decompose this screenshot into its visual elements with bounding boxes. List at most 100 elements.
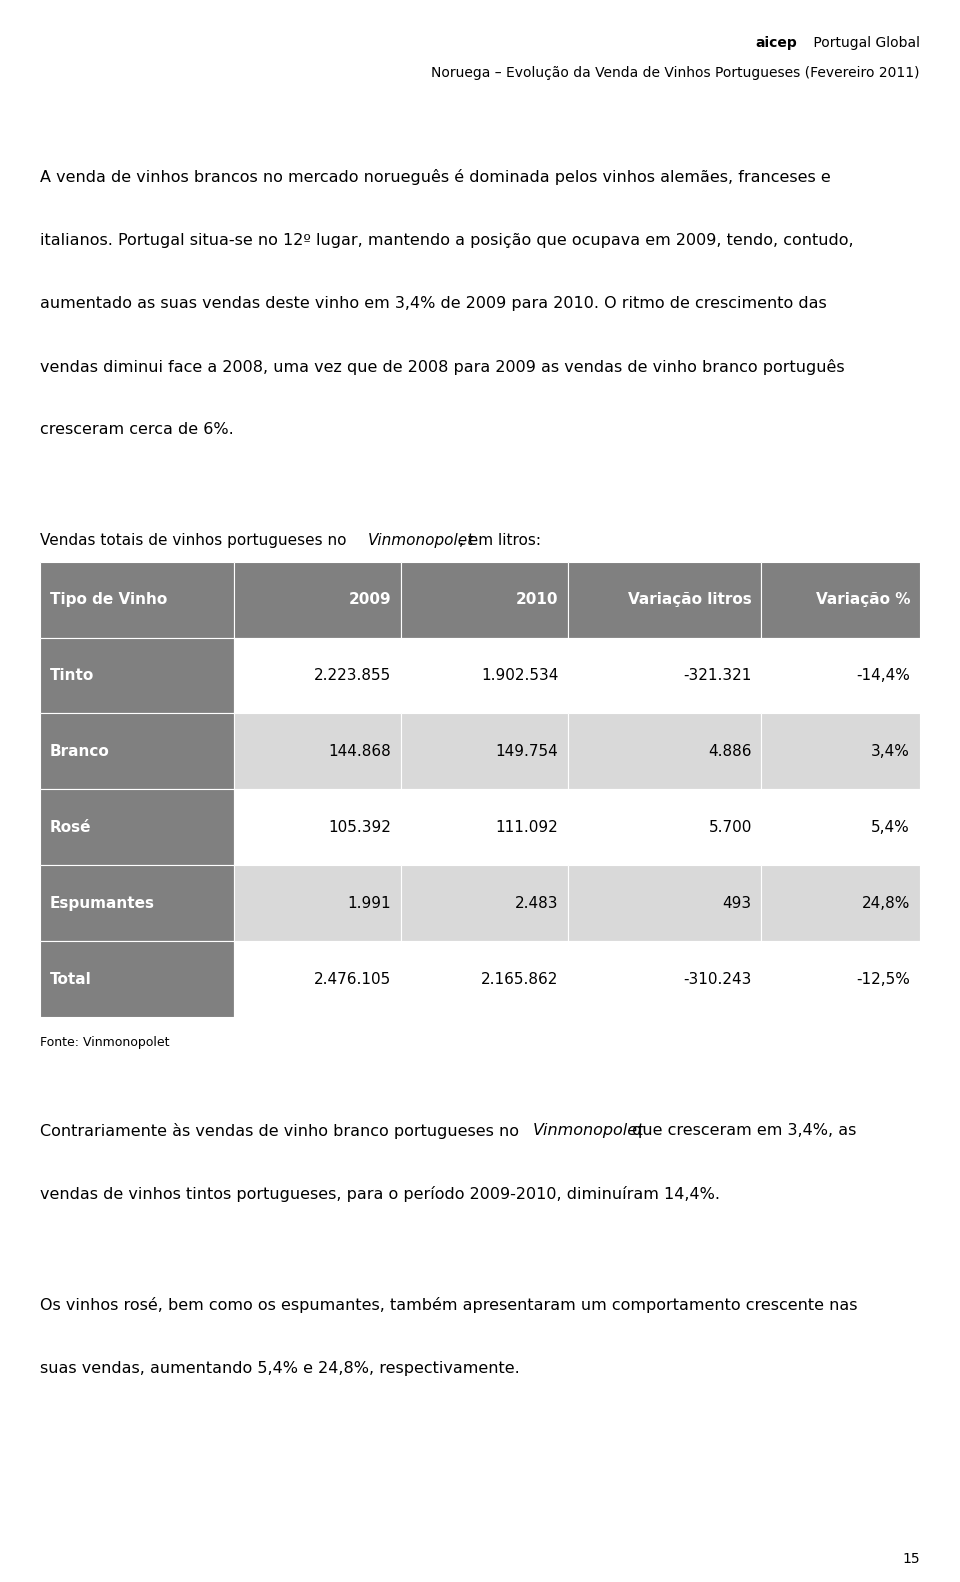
Bar (401, 713, 568, 789)
Bar (401, 713, 568, 789)
Text: Total: Total (50, 971, 91, 987)
Text: 2010: 2010 (516, 592, 559, 607)
Bar (761, 562, 920, 638)
Text: 24,8%: 24,8% (862, 895, 910, 911)
Bar (568, 865, 761, 941)
Bar (401, 562, 568, 638)
Text: Tinto: Tinto (50, 668, 94, 683)
Bar (40, 713, 234, 789)
Text: Contrariamente às vendas de vinho branco portugueses no: Contrariamente às vendas de vinho branco… (40, 1123, 524, 1139)
Bar (761, 865, 920, 941)
Bar (761, 941, 920, 1017)
Text: Variação %: Variação % (816, 592, 910, 607)
Bar (40, 562, 234, 638)
Bar (234, 789, 401, 865)
Bar (234, 941, 401, 1017)
Bar (401, 638, 568, 713)
Text: Tipo de Vinho: Tipo de Vinho (50, 592, 167, 607)
Bar (401, 941, 568, 1017)
Bar (761, 562, 920, 638)
Bar (568, 941, 761, 1017)
Text: Noruega – Evolução da Venda de Vinhos Portugueses (Fevereiro 2011): Noruega – Evolução da Venda de Vinhos Po… (431, 66, 920, 81)
Bar (568, 562, 761, 638)
Bar (568, 562, 761, 638)
Text: 2.476.105: 2.476.105 (314, 971, 392, 987)
Bar (761, 865, 920, 941)
Text: Branco: Branco (50, 744, 109, 759)
Text: -12,5%: -12,5% (856, 971, 910, 987)
Bar (568, 713, 761, 789)
Bar (234, 865, 401, 941)
Text: 1.902.534: 1.902.534 (481, 668, 559, 683)
Text: Rosé: Rosé (50, 819, 91, 835)
Text: Espumantes: Espumantes (50, 895, 155, 911)
Text: vendas diminui face a 2008, uma vez que de 2008 para 2009 as vendas de vinho bra: vendas diminui face a 2008, uma vez que … (40, 359, 845, 375)
Bar (40, 789, 234, 865)
Bar (761, 713, 920, 789)
Text: aumentado as suas vendas deste vinho em 3,4% de 2009 para 2010. O ritmo de cresc: aumentado as suas vendas deste vinho em … (40, 296, 828, 310)
Text: Os vinhos rosé, bem como os espumantes, também apresentaram um comportamento cre: Os vinhos rosé, bem como os espumantes, … (40, 1297, 858, 1313)
Bar (761, 638, 920, 713)
Text: -310.243: -310.243 (684, 971, 752, 987)
Text: 149.754: 149.754 (495, 744, 559, 759)
Text: 111.092: 111.092 (495, 819, 559, 835)
Bar (234, 713, 401, 789)
Bar (234, 865, 401, 941)
Bar (234, 941, 401, 1017)
Text: suas vendas, aumentando 5,4% e 24,8%, respectivamente.: suas vendas, aumentando 5,4% e 24,8%, re… (40, 1361, 520, 1375)
Bar (234, 638, 401, 713)
Text: vendas de vinhos tintos portugueses, para o período 2009-2010, diminuíram 14,4%.: vendas de vinhos tintos portugueses, par… (40, 1186, 720, 1202)
Bar (40, 865, 234, 941)
Bar (40, 941, 234, 1017)
Text: 5.700: 5.700 (708, 819, 752, 835)
Bar (761, 941, 920, 1017)
Bar (568, 638, 761, 713)
Text: -14,4%: -14,4% (856, 668, 910, 683)
Bar (401, 865, 568, 941)
Bar (40, 562, 234, 638)
Bar (40, 713, 234, 789)
Text: -321.321: -321.321 (684, 668, 752, 683)
Text: 105.392: 105.392 (328, 819, 392, 835)
Bar (40, 638, 234, 713)
Text: 3,4%: 3,4% (872, 744, 910, 759)
Text: 493: 493 (723, 895, 752, 911)
Bar (761, 713, 920, 789)
Bar (568, 713, 761, 789)
Text: 5,4%: 5,4% (872, 819, 910, 835)
Bar (401, 638, 568, 713)
Bar (234, 789, 401, 865)
Bar (234, 562, 401, 638)
Text: 2.223.855: 2.223.855 (314, 668, 392, 683)
Text: Fonte: Vinmonopolet: Fonte: Vinmonopolet (40, 1036, 170, 1049)
Text: aicep: aicep (756, 36, 798, 51)
Bar (761, 638, 920, 713)
Text: Vendas totais de vinhos portugueses no: Vendas totais de vinhos portugueses no (40, 533, 351, 547)
Text: 2.165.862: 2.165.862 (481, 971, 559, 987)
Bar (40, 865, 234, 941)
Bar (401, 562, 568, 638)
Bar (401, 789, 568, 865)
Bar (568, 789, 761, 865)
Bar (234, 638, 401, 713)
Bar (401, 865, 568, 941)
Text: 144.868: 144.868 (328, 744, 392, 759)
Text: Vinmonopolet: Vinmonopolet (532, 1123, 643, 1137)
Bar (40, 789, 234, 865)
Text: Portugal Global: Portugal Global (808, 36, 920, 51)
Bar (401, 789, 568, 865)
Bar (568, 941, 761, 1017)
Text: 4.886: 4.886 (708, 744, 752, 759)
Text: italianos. Portugal situa-se no 12º lugar, mantendo a posição que ocupava em 200: italianos. Portugal situa-se no 12º luga… (40, 233, 854, 247)
Text: Variação litros: Variação litros (628, 592, 752, 607)
Text: cresceram cerca de 6%.: cresceram cerca de 6%. (40, 422, 234, 437)
Text: 1.991: 1.991 (348, 895, 392, 911)
Text: 2009: 2009 (348, 592, 392, 607)
Bar (401, 941, 568, 1017)
Bar (568, 789, 761, 865)
Text: que cresceram em 3,4%, as: que cresceram em 3,4%, as (627, 1123, 856, 1137)
Text: , em litros:: , em litros: (459, 533, 540, 547)
Bar (40, 638, 234, 713)
Bar (568, 638, 761, 713)
Text: 2.483: 2.483 (515, 895, 559, 911)
